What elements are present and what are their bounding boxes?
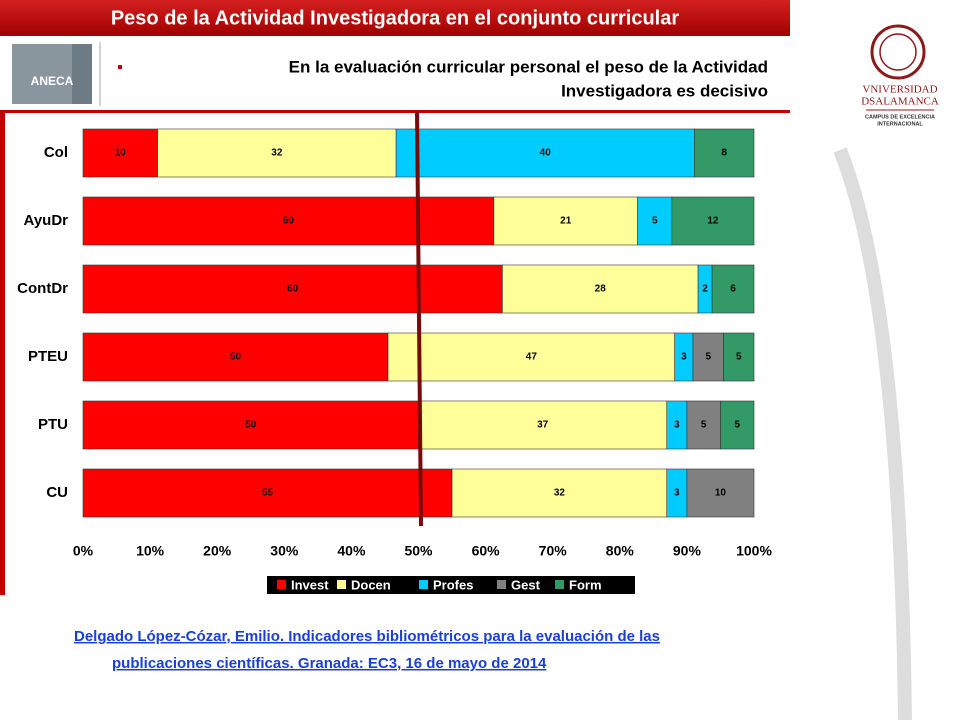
bar-segment <box>686 468 755 518</box>
chart-left-border <box>0 110 5 595</box>
bar-segment <box>82 468 453 518</box>
y-tick-label: PTU <box>38 416 68 433</box>
logo-shade <box>12 44 72 104</box>
legend-swatch <box>419 580 428 589</box>
data-label: 3 <box>674 488 680 499</box>
legend-box <box>267 576 635 594</box>
y-tick-label: ContDr <box>17 280 68 297</box>
data-label: 5 <box>705 352 711 363</box>
legend-label: Gest <box>511 577 541 592</box>
data-label: 5 <box>734 420 740 431</box>
x-tick-label: 40% <box>337 543 366 559</box>
data-label: 37 <box>537 420 549 431</box>
bar-segment <box>157 128 397 178</box>
data-label: 50 <box>230 352 242 363</box>
data-label: 10 <box>715 488 727 499</box>
data-label: 28 <box>595 284 607 295</box>
x-tick-label: 80% <box>606 543 635 559</box>
title: Peso de la Actividad Investigadora en el… <box>111 7 680 29</box>
campus-text: CAMPUS DE EXCELENCIA <box>865 114 935 120</box>
data-label: 60 <box>287 284 299 295</box>
bar-segment <box>502 264 699 314</box>
legend-label: Form <box>569 577 602 592</box>
data-label: 2 <box>702 284 708 295</box>
university-seal-inner <box>879 33 917 71</box>
data-label: 40 <box>540 148 552 159</box>
x-tick-label: 20% <box>203 543 232 559</box>
bar-segment <box>686 400 721 450</box>
legend-swatch <box>277 580 286 589</box>
x-tick-label: 30% <box>270 543 299 559</box>
data-label: 5 <box>652 216 658 227</box>
x-tick-label: 70% <box>539 543 568 559</box>
y-tick-label: PTEU <box>28 348 68 365</box>
y-tick-label: AyuDr <box>24 212 69 229</box>
bar-segment <box>692 332 724 382</box>
university-name: VNIVERSIDAD <box>862 84 937 96</box>
data-label: 3 <box>681 352 687 363</box>
x-tick-label: 60% <box>472 543 501 559</box>
bar-segment <box>723 332 755 382</box>
bullet-line: Investigadora es decisivo <box>561 81 768 100</box>
bar-segment <box>387 332 676 382</box>
data-label: 5 <box>736 352 742 363</box>
bar-segment <box>671 196 755 246</box>
data-label: 50 <box>245 420 257 431</box>
logo-text: ANECA <box>31 74 74 88</box>
bar-segment <box>82 332 389 382</box>
data-label: 10 <box>115 148 127 159</box>
bar-segment <box>82 128 158 178</box>
data-label: 6 <box>730 284 736 295</box>
bar-segment <box>720 400 755 450</box>
decor-curve <box>833 147 912 720</box>
x-tick-label: 10% <box>136 543 165 559</box>
x-tick-label: 90% <box>673 543 702 559</box>
y-tick-label: CU <box>46 484 68 501</box>
legend-swatch <box>497 580 506 589</box>
legend-label: Profes <box>433 577 473 592</box>
data-label: 3 <box>674 420 680 431</box>
bar-segment <box>637 196 673 246</box>
bar-segment <box>418 400 668 450</box>
legend-label: Docen <box>351 577 391 592</box>
citation-line[interactable]: Delgado López-Cózar, Emilio. Indicadores… <box>74 628 660 645</box>
chart: 0% 10% 20% 30% 40% 50% 60% 70% 80% 90% 100%Col 10 32… <box>17 128 772 594</box>
data-label: 32 <box>554 488 566 499</box>
data-label: 32 <box>271 148 283 159</box>
header-bar <box>0 0 790 36</box>
y-tick-label: Col <box>44 144 68 161</box>
bar-segment <box>451 468 668 518</box>
bar-segment <box>82 400 419 450</box>
x-tick-label: 0% <box>73 543 94 559</box>
data-label: 5 <box>701 420 707 431</box>
data-label: 55 <box>262 488 274 499</box>
chart-top-border <box>0 110 790 113</box>
citation-line[interactable]: publicaciones científicas. Granada: EC3,… <box>112 655 547 672</box>
bar-segment <box>711 264 755 314</box>
data-label: 60 <box>283 216 295 227</box>
bullet-mark <box>118 65 122 69</box>
legend-label: Invest <box>291 577 329 592</box>
bullet-line: En la evaluación curricular personal el … <box>289 57 768 76</box>
reference-line <box>415 111 423 527</box>
x-tick-label: 50% <box>404 543 433 559</box>
university-seal <box>870 24 926 80</box>
data-label: 12 <box>707 216 719 227</box>
data-label: 21 <box>560 216 572 227</box>
university-name: DSALAMANCA <box>861 96 939 108</box>
legend-swatch <box>555 580 564 589</box>
campus-text: INTERNACIONAL <box>877 121 923 127</box>
x-tick-label: 100% <box>736 543 772 559</box>
legend-swatch <box>337 580 346 589</box>
data-label: 8 <box>721 148 727 159</box>
bar-segment <box>694 128 755 178</box>
bar-segment <box>82 196 495 246</box>
data-label: 47 <box>526 352 538 363</box>
bar-segment <box>493 196 638 246</box>
